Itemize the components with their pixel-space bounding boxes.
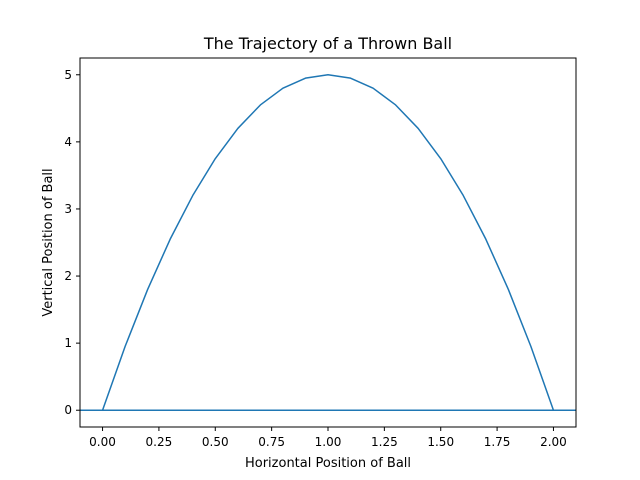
chart-title: The Trajectory of a Thrown Ball (203, 34, 452, 53)
plot-frame (79, 57, 577, 428)
y-tick-label: 3 (64, 202, 72, 216)
x-tick-label: 1.25 (371, 435, 398, 449)
x-tick-label: 0.75 (258, 435, 285, 449)
x-tick-label: 1.75 (484, 435, 511, 449)
x-tick-label: 0.00 (89, 435, 116, 449)
y-axis: 0 1 2 3 4 5 (64, 68, 80, 417)
y-tick-label: 5 (64, 68, 72, 82)
x-axis: 0.00 0.25 0.50 0.75 1.00 1.25 1.50 1.75 2.00 (89, 427, 567, 449)
y-tick-label: 4 (64, 135, 72, 149)
x-tick-label: 1.00 (315, 435, 342, 449)
x-tick-label: 0.25 (146, 435, 173, 449)
y-axis-label: Vertical Position of Ball (41, 168, 56, 316)
plot-area (80, 74, 576, 411)
x-tick-label: 0.50 (202, 435, 229, 449)
x-axis-label: Horizontal Position of Ball (245, 456, 411, 471)
y-tick-label: 1 (64, 336, 72, 350)
series-line-0 (101, 74, 555, 411)
x-tick-label: 1.50 (427, 435, 454, 449)
y-tick-label: 0 (64, 403, 72, 417)
x-tick-label: 2.00 (540, 435, 567, 449)
y-tick-label: 2 (64, 269, 72, 283)
